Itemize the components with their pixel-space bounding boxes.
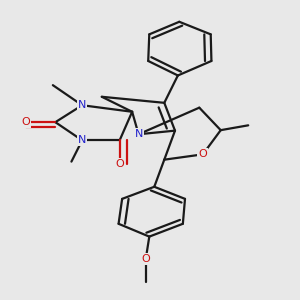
Text: N: N [78, 135, 86, 145]
Text: O: O [21, 117, 30, 127]
Text: O: O [199, 149, 207, 159]
Text: O: O [141, 254, 150, 264]
Text: N: N [78, 100, 86, 110]
Text: N: N [134, 129, 143, 139]
Text: O: O [115, 159, 124, 169]
